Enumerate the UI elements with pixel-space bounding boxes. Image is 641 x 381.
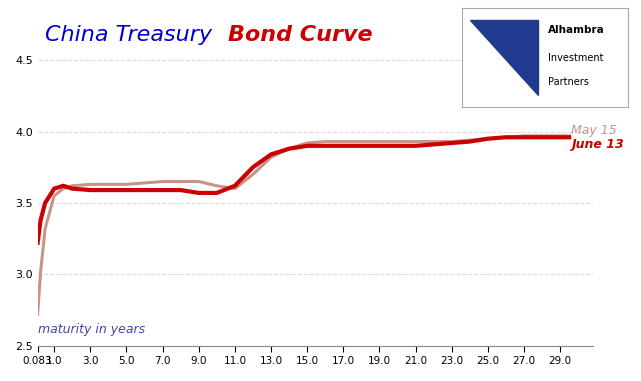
Text: Bond Curve: Bond Curve <box>228 25 372 45</box>
Text: Partners: Partners <box>548 77 589 87</box>
Text: June 13: June 13 <box>571 138 624 151</box>
Polygon shape <box>470 19 538 95</box>
Text: Investment: Investment <box>548 53 604 63</box>
Text: maturity in years: maturity in years <box>38 323 145 336</box>
Text: China Treasury: China Treasury <box>45 25 219 45</box>
Text: May 15: May 15 <box>571 124 617 137</box>
Text: Alhambra: Alhambra <box>548 26 605 35</box>
